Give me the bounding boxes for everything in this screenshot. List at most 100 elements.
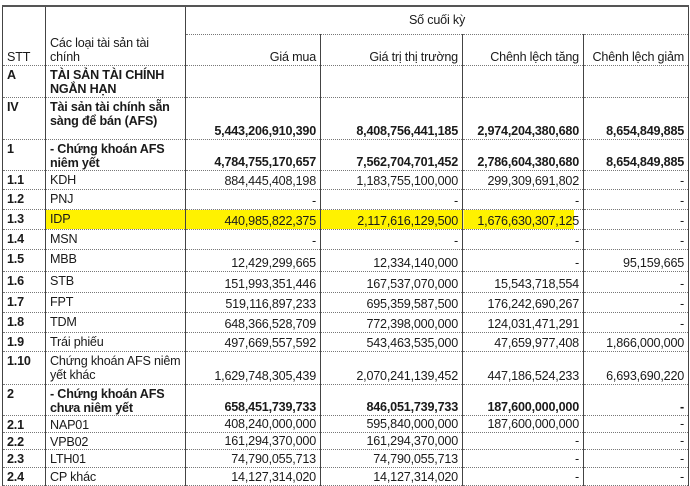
cell-decrease: - [582, 291, 690, 313]
cell-decrease: - [582, 270, 690, 293]
row-name: FPT [45, 291, 186, 313]
cell-increase [462, 64, 584, 98]
row-stt: 1.10 [2, 350, 46, 385]
row-name: KDH [45, 169, 186, 190]
table-row: A TÀI SẢN TÀI CHÍNH NGẮN HẠN [2, 64, 690, 98]
header-stt: STT [2, 5, 46, 66]
header-increase: Chênh lệch tăng [462, 33, 584, 66]
cell-purchase-price [185, 64, 321, 98]
table-row: 1.3 IDP 440,985,822,375 2,117,616,129,500 1,… [2, 208, 690, 230]
cell-purchase-price: 151,993,351,446 [185, 270, 321, 293]
cell-increase: 2,974,204,380,680 [462, 96, 584, 140]
row-name: Chứng khoán AFS niêm yết khác [45, 350, 186, 385]
cell-decrease: - [582, 228, 690, 250]
row-stt: 1.5 [2, 248, 46, 272]
cell-decrease: 8,654,849,885 [582, 138, 690, 171]
cell-decrease: - [582, 431, 690, 450]
cell-market-value: 167,537,070,000 [320, 270, 463, 293]
row-name: MSN [45, 228, 186, 250]
cell-decrease: 95,159,665 [582, 248, 690, 272]
table-row: 1.7 FPT 519,116,897,233 695,359,587,500 176,… [2, 291, 690, 313]
row-name: IDP [45, 208, 186, 230]
cell-market-value: 2,117,616,129,500 [320, 208, 463, 230]
cell-market-value: 7,562,704,701,452 [320, 138, 463, 171]
cell-decrease: - [582, 383, 690, 416]
cell-market-value: 2,070,241,139,452 [320, 350, 463, 385]
cell-increase: 447,186,524,233 [462, 350, 584, 385]
cell-purchase-price: 408,240,000,000 [185, 414, 321, 433]
cell-market-value: - [320, 228, 463, 250]
table-row: 1.4 MSN - - - - [2, 228, 690, 250]
row-name: NAP01 [45, 414, 186, 433]
table-row: 2.2 VPB02 161,294,370,000 161,294,370,000- - [2, 431, 690, 450]
cell-purchase-price: 440,985,822,375 [185, 208, 321, 230]
cell-increase: 124,031,471,291 [462, 311, 584, 333]
row-stt: A [2, 64, 46, 98]
table-row: 1.8 TDM 648,366,528,709 772,398,000,000 124,… [2, 311, 690, 333]
cell-purchase-price: 5,443,206,910,390 [185, 96, 321, 140]
table-row: 1.9 Trái phiếu 497,669,557,592 543,463,535,… [2, 331, 690, 352]
header-row-columns: Giá mua Giá trị thị trường Chênh lệch tă… [3, 33, 690, 66]
row-name: TÀI SẢN TÀI CHÍNH NGẮN HẠN [45, 64, 186, 98]
cell-purchase-price: 658,451,739,733 [185, 383, 321, 416]
row-name: LTH01 [45, 448, 186, 468]
cell-market-value: 161,294,370,000 [320, 431, 463, 450]
cell-increase: 187,600,000,000 [462, 383, 584, 416]
cell-market-value: 846,051,739,733 [320, 383, 463, 416]
cell-market-value: 543,463,535,000 [320, 331, 463, 352]
row-name: - Chứng khoán AFS chưa niêm yết [45, 383, 186, 416]
cell-market-value: 695,359,587,500 [320, 291, 463, 313]
table-row: 1.1 KDH 884,445,408,198 1,183,755,100,000 29… [2, 169, 690, 190]
cell-increase: 1,676,630,307,125 [462, 208, 584, 230]
cell-market-value: 595,840,000,000 [320, 414, 463, 433]
cell-decrease: - [582, 208, 690, 230]
cell-market-value: 8,408,756,441,185 [320, 96, 463, 140]
row-stt: 1.9 [2, 331, 46, 352]
table-row: 2- Chứng khoán AFS chưa niêm yết 658,451,… [2, 383, 690, 416]
afs-table: STT Các loại tài sản tài chính Số cuối k… [2, 5, 690, 486]
cell-market-value: 12,334,140,000 [320, 248, 463, 272]
row-stt: 1.4 [2, 228, 46, 250]
table-row: 2.3 LTH01 74,790,055,713 74,790,055,713- - [2, 448, 690, 468]
cell-decrease: - [582, 466, 690, 486]
cell-market-value: 1,183,755,100,000 [320, 169, 463, 190]
row-name: CP khác [45, 466, 186, 486]
table-row: 1.5 MBB 12,429,299,665 12,334,140,000-95,15… [2, 248, 690, 272]
header-period: Số cuối kỳ [184, 5, 690, 35]
header-purchase-price: Giá mua [185, 33, 321, 66]
cell-purchase-price: 497,669,557,592 [185, 331, 321, 352]
row-name: TDM [45, 311, 186, 333]
cell-increase: - [462, 466, 584, 486]
cell-decrease [582, 64, 690, 98]
cell-market-value: 74,790,055,713 [320, 448, 463, 468]
row-name: PNJ [45, 188, 186, 210]
cell-purchase-price: 14,127,314,020 [185, 466, 321, 486]
cell-market-value [320, 64, 463, 98]
cell-decrease: 6,693,690,220 [582, 350, 690, 385]
table-row: 1.2 PNJ - - - - [2, 188, 690, 210]
cell-decrease: - [582, 448, 690, 468]
cell-increase: 2,786,604,380,680 [462, 138, 584, 171]
row-stt: 1 [2, 138, 46, 171]
header-category: Các loại tài sản tài chính [45, 5, 186, 66]
cell-increase: - [462, 188, 584, 210]
cell-purchase-price: 1,629,748,305,439 [185, 350, 321, 385]
cell-increase: - [462, 448, 584, 468]
cell-increase: 15,543,718,554 [462, 270, 584, 293]
row-name: VPB02 [45, 431, 186, 450]
cell-increase: 187,600,000,000 [462, 414, 584, 433]
header-market-value: Giá trị thị trường [320, 33, 463, 66]
cell-decrease: - [582, 169, 690, 190]
table-row: 2.1 NAP01 408,240,000,000 595,840,000,000 18… [2, 414, 690, 433]
cell-purchase-price: 161,294,370,000 [185, 431, 321, 450]
cell-decrease: - [582, 414, 690, 433]
cell-purchase-price: - [185, 188, 321, 210]
table-row: 1- Chứng khoán AFS niêm yết 4,784,755,170… [2, 138, 690, 171]
row-stt: 2.2 [2, 431, 46, 450]
cell-decrease: - [582, 311, 690, 333]
header-row-group: STT Các loại tài sản tài chính Số cuối k… [2, 5, 690, 66]
row-name: Trái phiếu [45, 331, 186, 352]
cell-decrease: 8,654,849,885 [582, 96, 690, 140]
row-stt: 1.2 [2, 188, 46, 210]
cell-purchase-price: 12,429,299,665 [185, 248, 321, 272]
